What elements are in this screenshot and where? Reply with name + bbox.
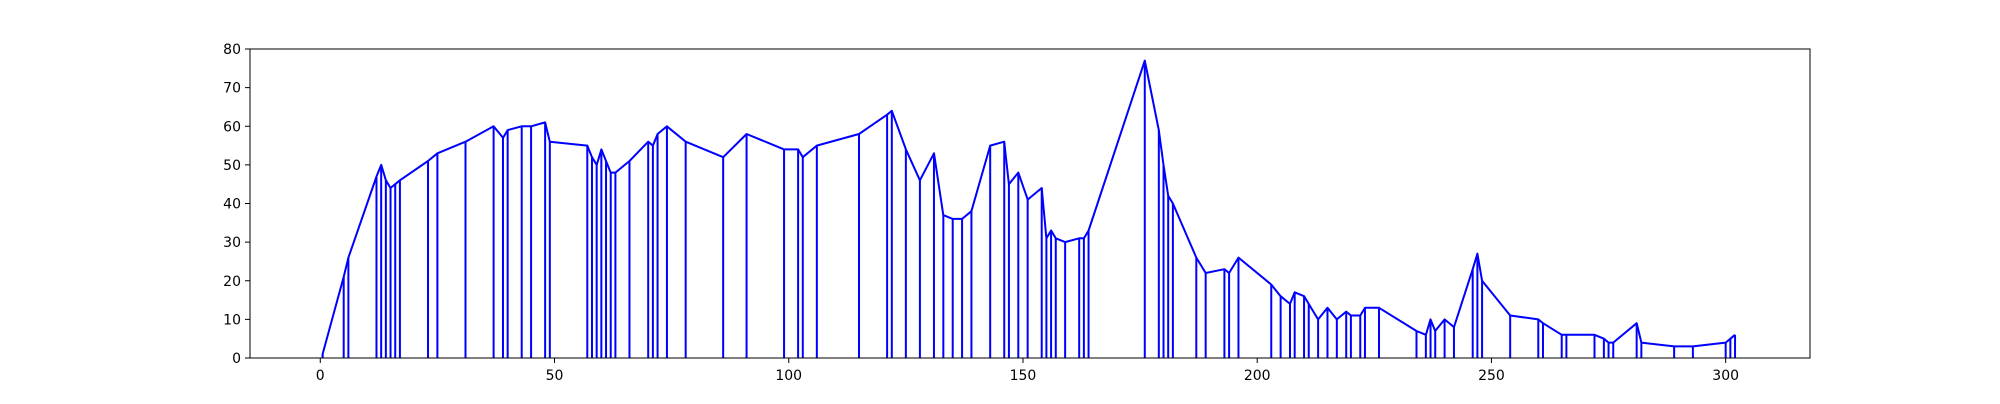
series-line-group (321, 59, 1736, 358)
y-tick-label: 60 (223, 119, 241, 135)
x-tick-label: 200 (1244, 368, 1271, 384)
x-tick-label: 300 (1712, 368, 1739, 384)
y-tick-label: 50 (223, 158, 241, 174)
x-tick-label: 0 (316, 368, 325, 384)
y-tick-label: 0 (232, 351, 241, 367)
plot-frame (249, 48, 1811, 359)
series-line-0 (321, 59, 1736, 358)
x-tick-label: 50 (546, 368, 564, 384)
y-tick-label: 20 (223, 274, 241, 290)
y-tick-label: 80 (223, 42, 241, 58)
x-tick-label: 100 (775, 368, 802, 384)
y-tick-label: 30 (223, 235, 241, 251)
y-tick-label: 70 (223, 81, 241, 97)
y-tick-label: 40 (223, 197, 241, 213)
x-tick-label: 150 (1010, 368, 1037, 384)
drop-lines (321, 60, 1737, 358)
x-axis-ticks: 0 50 100 150 200 250 300 (316, 358, 1739, 384)
y-tick-label: 10 (223, 312, 241, 328)
y-axis-ticks: 0 10 20 30 40 50 60 70 80 (223, 42, 250, 367)
x-tick-label: 250 (1478, 368, 1505, 384)
